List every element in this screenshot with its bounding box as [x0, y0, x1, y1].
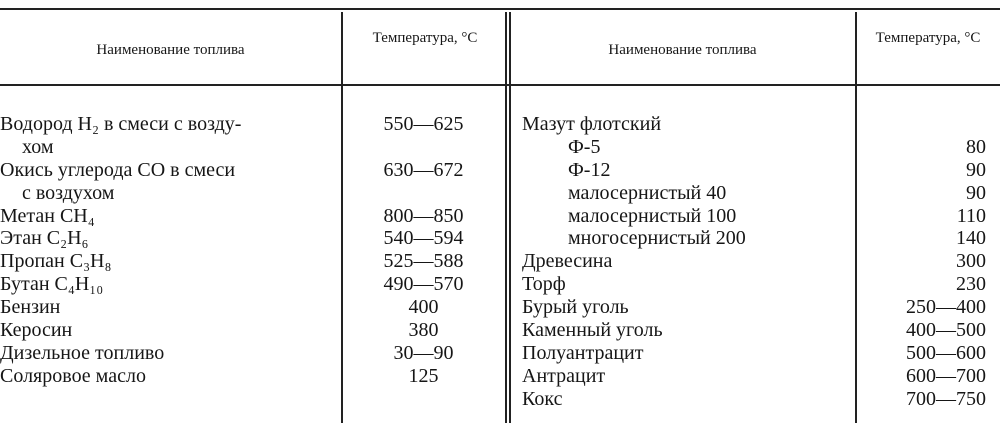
ignition-temperature: 125 — [408, 364, 439, 387]
double-divider-b — [509, 12, 511, 423]
fuel-name: Водород H₂ в смеси с возду- — [0, 113, 242, 135]
ignition-temperature: 525—588 — [383, 250, 464, 273]
ignition-temperature: 30—90 — [393, 341, 454, 364]
fuel-name: Древесина — [522, 250, 613, 273]
fuel-name: Бензин — [0, 296, 61, 319]
ignition-temperature: 380 — [408, 319, 439, 342]
fuel-name: хом — [22, 135, 54, 158]
fuel-name: Кокс — [522, 387, 563, 410]
fuel-name: Мазут флотский — [522, 113, 662, 135]
header-left-temp: Температура, °С — [372, 30, 478, 46]
ignition-temperature: 800—850 — [383, 204, 464, 227]
ignition-temperature: 540—594 — [383, 227, 464, 250]
fuel-name: с воздухом — [22, 181, 115, 204]
header-bottom-rule — [0, 84, 1000, 86]
column-divider — [341, 12, 343, 423]
ignition-temperature: 600—700 — [906, 364, 986, 387]
fuel-name: малосернистый 40 — [568, 181, 727, 204]
header-right-name: Наименование топлива — [608, 42, 757, 58]
blank-cell — [342, 136, 505, 159]
fuel-name: Ф-12 — [568, 158, 611, 181]
ignition-temperature — [858, 113, 986, 136]
right-temp-column: 80 90 90 110 140 300 230 250—400 400—500 500—600 6… — [858, 113, 986, 411]
ignition-temperature: 90 — [966, 181, 986, 204]
ignition-temperature: 80 — [966, 135, 986, 158]
ignition-temperature: 110 — [956, 204, 986, 227]
fuel-name: Этан C₂H₆ — [0, 227, 89, 250]
fuel-name: Бурый уголь — [522, 296, 629, 319]
table-top-rule — [0, 8, 1000, 10]
fuel-name: Каменный уголь — [522, 319, 663, 342]
right-name-column: Мазут флотский Ф-5 Ф-12 малосернистый 40 мал… — [522, 113, 852, 411]
ignition-temperature: 250—400 — [906, 296, 986, 319]
fuel-name: Керосин — [0, 319, 73, 342]
ignition-temperature: 700—750 — [906, 387, 986, 410]
ignition-temperature: 230 — [956, 273, 986, 296]
fuel-name: малосернистый 100 — [568, 204, 737, 227]
fuel-name: Торф — [522, 273, 566, 296]
fuel-name: Окись углерода CO в смеси — [0, 158, 236, 181]
double-divider-a — [505, 12, 507, 423]
fuel-name: Дизельное топливо — [0, 341, 165, 364]
ignition-temperature: 630—672 — [383, 158, 464, 181]
left-name-column: Водород H₂ в смеси с возду-хом Окись угле… — [0, 113, 340, 388]
fuel-name: Бутан C₄H₁₀ — [0, 273, 104, 296]
header-left-name: Наименование топлива — [96, 42, 245, 58]
ignition-temperature: 490—570 — [383, 273, 464, 296]
fuel-name: многосернистый 200 — [568, 227, 746, 250]
ignition-temperature: 90 — [966, 158, 986, 181]
ignition-temperature: 400 — [408, 296, 439, 319]
fuel-name: Ф-5 — [568, 135, 601, 158]
ignition-temperature: 400—500 — [906, 319, 986, 342]
fuel-name: Соляровое масло — [0, 364, 146, 387]
ignition-temperature: 300 — [956, 250, 986, 273]
fuel-name: Полуантрацит — [522, 341, 644, 364]
blank-cell — [342, 182, 505, 205]
left-temp-column: 550—625 630—672 800—850 540—594 525—588 490—5… — [342, 113, 505, 388]
fuel-name: Антрацит — [522, 364, 606, 387]
column-divider — [855, 12, 857, 423]
fuel-name: Пропан C₃H₈ — [0, 250, 112, 273]
header-right-temp: Температура, °С — [875, 30, 981, 46]
ignition-temperature: 550—625 — [383, 113, 464, 135]
ignition-temperature: 140 — [956, 227, 986, 250]
ignition-temperature: 500—600 — [906, 341, 986, 364]
fuel-name: Метан CH₄ — [0, 204, 95, 227]
